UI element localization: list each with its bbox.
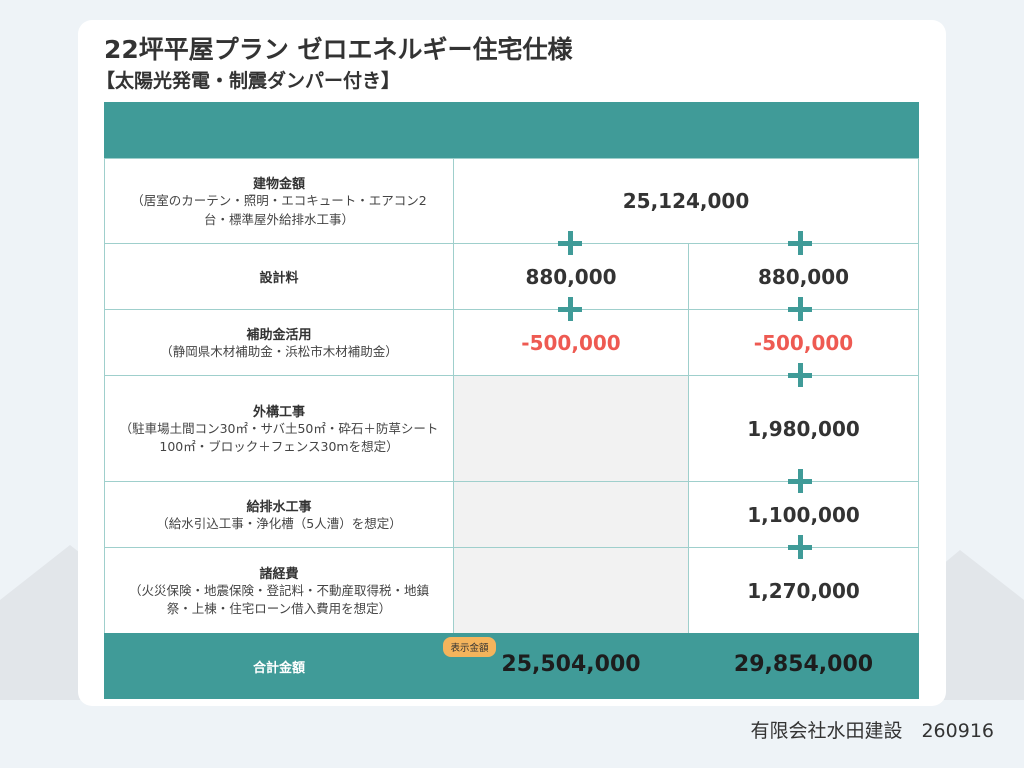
empty-cell bbox=[453, 375, 689, 482]
value: 1,100,000 bbox=[747, 502, 860, 527]
plus-icon bbox=[788, 363, 812, 387]
plus-icon bbox=[788, 297, 812, 321]
total-value: 29,854,000 bbox=[733, 652, 874, 677]
value: 880,000 bbox=[757, 264, 850, 289]
note: （居室のカーテン・照明・エコキュート・エアコン2台・標準屋外給排水工事） bbox=[131, 193, 427, 227]
empty-cell bbox=[453, 547, 689, 634]
total-label-cell: 合計金額 bbox=[104, 633, 454, 699]
plus-icon bbox=[788, 469, 812, 493]
label: 諸経費 bbox=[259, 566, 299, 582]
value: -500,000 bbox=[521, 330, 621, 355]
note: （給水引込工事・浄化槽（5人漕）を想定） bbox=[156, 515, 402, 531]
row-label: 設計料 bbox=[104, 243, 454, 310]
label: 合計金額 bbox=[252, 660, 305, 676]
table-header bbox=[104, 102, 919, 159]
badge: 表示金額 bbox=[443, 637, 496, 657]
row-label: 給排水工事 （給水引込工事・浄化槽（5人漕）を想定） bbox=[104, 481, 454, 548]
plus-icon bbox=[788, 231, 812, 255]
value-cell: 25,124,000 bbox=[453, 158, 919, 244]
total-row bbox=[453, 633, 919, 699]
note: （火災保険・地震保険・登記料・不動産取得税・地鎮祭・上棟・住宅ローン借入費用を想… bbox=[128, 582, 429, 616]
subtitle: 【太陽光発電・制震ダンパー付き】 bbox=[96, 70, 401, 92]
row-label: 外構工事 （駐車場土間コン30㎡・サバ土50㎡・砕石＋防草シート100㎡・ブロック… bbox=[104, 375, 454, 482]
plus-icon bbox=[558, 231, 582, 255]
value: 1,980,000 bbox=[747, 416, 860, 441]
empty-cell bbox=[453, 481, 689, 548]
title: 22坪平屋プラン ゼロエネルギー住宅仕様 bbox=[104, 35, 573, 64]
row-label: 補助金活用 （静岡県木材補助金・浜松市木材補助金） bbox=[104, 309, 454, 376]
note: （駐車場土間コン30㎡・サバ土50㎡・砕石＋防草シート100㎡・ブロック＋フェン… bbox=[119, 420, 439, 454]
plus-icon bbox=[788, 535, 812, 559]
value-cell: 1,270,000 bbox=[688, 547, 919, 634]
value-cell: 1,980,000 bbox=[688, 375, 919, 482]
label: 建物金額 bbox=[252, 177, 305, 193]
value-cell: -500,000 bbox=[688, 309, 919, 376]
label: 補助金活用 bbox=[246, 327, 312, 343]
plus-icon bbox=[558, 297, 582, 321]
label: 設計料 bbox=[259, 271, 299, 286]
label: 給排水工事 bbox=[246, 499, 312, 515]
total-value: 25,504,000 bbox=[501, 652, 641, 677]
footer: 有限会社水田建設 260916 bbox=[750, 720, 994, 742]
value: 1,270,000 bbox=[747, 578, 860, 603]
label: 外構工事 bbox=[252, 404, 305, 420]
row-label: 建物金額 （居室のカーテン・照明・エコキュート・エアコン2台・標準屋外給排水工事） bbox=[104, 158, 454, 244]
value: 880,000 bbox=[525, 264, 617, 289]
note: （静岡県木材補助金・浜松市木材補助金） bbox=[160, 343, 398, 359]
row-label: 諸経費 （火災保険・地震保険・登記料・不動産取得税・地鎮祭・上棟・住宅ローン借入費… bbox=[104, 547, 454, 634]
value: -500,000 bbox=[753, 330, 854, 355]
value: 25,124,000 bbox=[622, 189, 750, 213]
